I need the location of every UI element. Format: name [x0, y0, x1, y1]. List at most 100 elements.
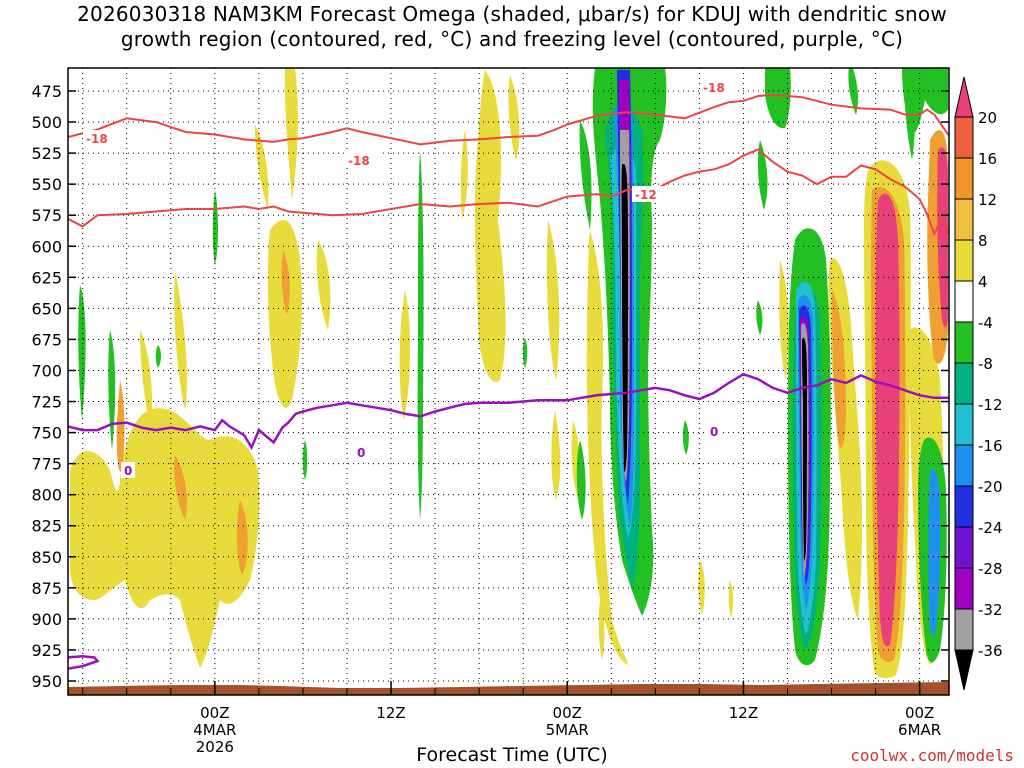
- contour-freezing-level: [68, 372, 949, 451]
- omega-region-left-yellow-strip-2: [174, 270, 187, 410]
- contour-label-minus18-right: -18: [703, 81, 725, 95]
- contour-label-minus12: -12: [635, 188, 657, 202]
- plot-area: -18 -18 -18 -12 0 0 0: [67, 67, 950, 696]
- x-tick-label: 12Z: [376, 704, 405, 722]
- y-tick-label: 750: [31, 424, 62, 443]
- y-tick-label: 525: [31, 144, 62, 163]
- omega-far-right-blue: [928, 469, 941, 637]
- contour-label-bg: [354, 444, 368, 460]
- omega-region-upper-yellow-5: [399, 290, 411, 420]
- colorbar-label: -36: [978, 642, 1003, 660]
- colorbar: 20 16 12 8 4 -4 -8 -12 -16 -20 -24 -28 -32 -36: [954, 76, 1003, 691]
- y-tick-label: 500: [31, 113, 62, 132]
- colorbar-label: 20: [978, 109, 997, 127]
- omega-region-mid-yellow: [546, 220, 560, 380]
- omega-strip-green-12: [417, 150, 424, 520]
- y-tick-label: 725: [31, 393, 62, 412]
- colorbar-band: [954, 198, 974, 241]
- colorbar-band: [954, 321, 974, 364]
- omega-shading: [70, 68, 948, 679]
- plot-frame: [67, 67, 950, 696]
- y-tick-label: 550: [31, 175, 62, 194]
- colorbar-band: [954, 526, 974, 569]
- x-tick-label: 00Z: [553, 704, 582, 722]
- colorbar-label: -24: [978, 519, 1003, 537]
- contour-label-bg: [707, 423, 721, 439]
- x-tick-label: 00Z: [905, 704, 934, 722]
- colorbar-band: [954, 157, 974, 200]
- omega-strip-green-4: [757, 140, 768, 210]
- omega-right-green-strip: [904, 90, 915, 160]
- y-axis: 475 500 525 550 575 600 625 650 675 700 725 750 775 8…: [31, 82, 949, 691]
- y-tick-label: 925: [31, 641, 62, 660]
- contour-freezing-level-low: [68, 654, 100, 670]
- colorbar-label: -16: [978, 437, 1003, 455]
- omega-column-1-black: [621, 163, 628, 472]
- omega-strip-green-1: [765, 68, 791, 129]
- colorbar-label: -12: [978, 396, 1003, 414]
- omega-strip-green-9: [155, 345, 161, 368]
- y-tick-label: 875: [31, 579, 62, 598]
- colorbar-label: 8: [978, 232, 988, 250]
- x-axis-title: Forecast Time (UTC): [416, 744, 608, 766]
- colorbar-band: [954, 444, 974, 487]
- colorbar-band: [954, 608, 974, 651]
- contour-label-bg: [121, 462, 135, 478]
- title-line-1: 2026030318 NAM3KM Forecast Omega (shaded…: [77, 2, 947, 26]
- contour-labels: -18 -18 -18 -12 0 0 0: [83, 79, 734, 478]
- y-tick-label: 700: [31, 361, 62, 380]
- chart-title: 2026030318 NAM3KM Forecast Omega (shaded…: [0, 2, 1024, 52]
- colorbar-band: [954, 362, 974, 405]
- omega-region-upper-orange: [281, 250, 290, 315]
- omega-region-upper-yellow-3: [284, 68, 298, 200]
- omega-region-lowleft-yellow: [70, 408, 260, 668]
- x-tick-label: 6MAR: [898, 721, 941, 739]
- omega-region-upper-yellow-4: [316, 240, 331, 330]
- omega-right-pink: [875, 193, 900, 647]
- colorbar-band: [954, 403, 974, 446]
- omega-right-orange: [832, 290, 846, 449]
- omega-region-upper-yellow-6: [460, 130, 468, 220]
- omega-strip-green-7: [78, 285, 86, 420]
- colorbar-label: 12: [978, 191, 997, 209]
- colorbar-band: [954, 280, 974, 323]
- title-line-2: growth region (contoured, red, °C) and f…: [120, 27, 904, 51]
- x-tick-label: 5MAR: [546, 721, 589, 739]
- y-tick-label: 625: [31, 268, 62, 287]
- colorbar-label: -8: [978, 355, 993, 373]
- omega-region-lowleft-orange-2: [174, 455, 187, 520]
- colorbar-band: [954, 485, 974, 528]
- omega-bit-yellow-2: [728, 580, 734, 618]
- contour-label-bg: [632, 186, 666, 202]
- omega-column-2-yellow: [779, 260, 789, 380]
- y-tick-label: 800: [31, 486, 62, 505]
- contour-label-zero-mid: 0: [357, 446, 365, 460]
- omega-region-lowleft-orange-3: [236, 500, 248, 575]
- y-tick-label: 575: [31, 206, 62, 225]
- omega-strip-green-6: [682, 420, 689, 455]
- y-tick-label: 650: [31, 299, 62, 318]
- omega-region-left-yellow-strip: [140, 330, 152, 430]
- omega-column-1-green-left: [579, 120, 592, 230]
- colorbar-band: [954, 567, 974, 610]
- credit-link[interactable]: coolwx.com/models: [850, 746, 1014, 765]
- contour-label-bg: [700, 79, 734, 95]
- omega-strip-green-13: [522, 338, 528, 368]
- colorbar-overflow-top: [954, 76, 974, 118]
- y-tick-label: 825: [31, 517, 62, 536]
- y-tick-label: 850: [31, 548, 62, 567]
- x-tick-label: 2026: [196, 738, 234, 756]
- y-tick-label: 475: [31, 82, 62, 101]
- omega-region-lowleft-orange-1: [116, 380, 125, 472]
- colorbar-band: [954, 239, 974, 282]
- contour-label-minus18-left: -18: [86, 132, 108, 146]
- omega-strip-green-14: [576, 440, 586, 520]
- contour-label-zero-left: 0: [124, 464, 132, 478]
- contour-label-bg: [345, 152, 379, 168]
- contour-label-zero-right: 0: [710, 425, 718, 439]
- colorbar-label: -32: [978, 601, 1003, 619]
- y-grid: [68, 90, 949, 682]
- omega-region-upper-yellow-7: [474, 70, 506, 382]
